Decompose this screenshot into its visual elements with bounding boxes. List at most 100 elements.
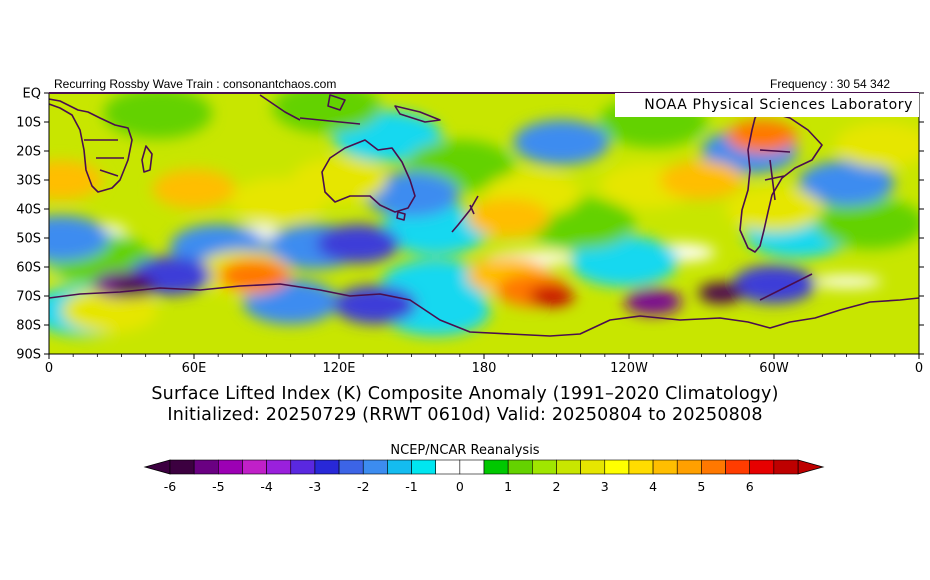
colorbar-swatch xyxy=(314,459,340,475)
anomaly-blob xyxy=(529,285,575,307)
colorbar-swatch xyxy=(242,459,267,475)
colorbar-tick-label: 0 xyxy=(456,479,464,494)
lab-label-box xyxy=(615,93,919,117)
colorbar-tick-label: -6 xyxy=(164,479,177,494)
figure-title-line1: Surface Lifted Index (K) Composite Anoma… xyxy=(151,384,779,404)
colorbar-swatch xyxy=(749,459,775,475)
anomaly-blob xyxy=(726,186,822,232)
anomaly-blob xyxy=(834,122,919,168)
coast-newguinea xyxy=(394,105,441,123)
anomaly-blob xyxy=(61,288,158,333)
y-tick-label: 90S xyxy=(16,348,41,363)
colorbar-title: NCEP/NCAR Reanalysis xyxy=(390,443,540,458)
colorbar-swatch xyxy=(725,459,750,475)
colorbar-tick-label: 3 xyxy=(601,479,609,494)
colorbar-swatch xyxy=(169,459,195,475)
coast-africa xyxy=(49,98,133,193)
colorbar-swatch xyxy=(701,459,726,475)
colorbar-tick-label: 4 xyxy=(649,479,657,494)
y-tick-label: 70S xyxy=(16,290,41,305)
anomaly-blob xyxy=(363,172,460,217)
coast-sumatra xyxy=(259,94,301,121)
colorbar-swatch xyxy=(676,459,702,475)
colorbar-tick-label: 2 xyxy=(552,479,560,494)
colorbar-swatch xyxy=(266,459,292,475)
colorbar: -6 -5 -4 -3 -2 -1 0 1 2 3 4 5 6 xyxy=(143,459,825,494)
x-axis: 0 60E 120E 180 120W 60W 0 xyxy=(45,354,923,376)
anomaly-blob xyxy=(698,282,744,304)
colorbar-swatch xyxy=(483,459,509,475)
y-tick-label: 60S xyxy=(16,261,41,276)
colorbar-swatch xyxy=(338,459,364,475)
coast-tasmania xyxy=(396,211,406,221)
anomaly-field xyxy=(49,93,919,336)
y-axis: EQ 10S 20S 30S 40S 50S 60S 70S 80S 90S xyxy=(16,87,924,363)
colorbar-swatch xyxy=(532,459,557,475)
colorbar-tick-label: -1 xyxy=(405,479,417,494)
figure-title-line2: Initialized: 20250729 (RRWT 0610d) Valid… xyxy=(167,405,763,425)
coast-madagascar xyxy=(141,145,153,173)
coast-antarctic-peninsula xyxy=(759,273,813,301)
anomaly-blob xyxy=(569,235,679,287)
y-tick-label: 20S xyxy=(16,145,41,160)
colorbar-swatch xyxy=(411,459,436,475)
anomaly-blob xyxy=(316,224,400,264)
colorbar-tick-label: 1 xyxy=(504,479,512,494)
anomaly-blob xyxy=(333,285,417,325)
x-tick-label: 120E xyxy=(322,361,355,376)
coast-new-zealand xyxy=(451,195,479,233)
credit-text: Recurring Rossby Wave Train : consonantc… xyxy=(54,77,337,91)
anomaly-blob xyxy=(103,93,213,139)
y-tick-label: EQ xyxy=(23,87,41,102)
y-tick-label: 80S xyxy=(16,319,41,334)
colorbar-tick-label: -2 xyxy=(357,479,369,494)
x-tick-label: 0 xyxy=(45,361,53,376)
colorbar-swatch xyxy=(435,459,461,475)
colorbar-swatch xyxy=(604,459,630,475)
x-tick-label: 0 xyxy=(915,361,923,376)
coast-africa-borders xyxy=(84,139,124,177)
anomaly-blob xyxy=(49,160,103,200)
anomaly-blob xyxy=(152,169,236,209)
anomaly-blob xyxy=(798,160,895,206)
coast-sa-borders xyxy=(759,149,791,201)
anomaly-blob xyxy=(272,93,382,133)
lab-label: NOAA Physical Sciences Laboratory xyxy=(644,97,913,113)
anomaly-blob xyxy=(513,119,610,165)
x-tick-label: 120W xyxy=(610,361,648,376)
coast-australia xyxy=(321,139,416,213)
neutral-patch xyxy=(811,275,882,288)
anomaly-blob xyxy=(111,276,156,298)
y-tick-label: 40S xyxy=(16,203,41,218)
colorbar-swatch xyxy=(580,459,606,475)
colorbar-right-arrow xyxy=(797,459,825,475)
colorbar-swatch xyxy=(193,459,219,475)
anomaly-blob xyxy=(726,120,798,153)
coast-borneo xyxy=(327,94,346,111)
anomaly-blob xyxy=(291,157,387,203)
anomaly-blob xyxy=(732,264,816,304)
anomaly-blob xyxy=(816,198,919,249)
colorbar-tick-label: -4 xyxy=(260,479,273,494)
colorbar-swatch xyxy=(362,459,388,475)
colorbar-swatch xyxy=(459,459,485,475)
colorbar-swatch xyxy=(556,459,581,475)
anomaly-blob xyxy=(624,288,682,316)
frequency-text: Frequency : 30 54 342 xyxy=(770,77,891,91)
anomaly-blob xyxy=(659,160,744,200)
x-tick-label: 180 xyxy=(472,361,497,376)
colorbar-swatch xyxy=(507,459,533,475)
map-area xyxy=(49,93,919,354)
x-tick-label: 60E xyxy=(182,361,207,376)
anomaly-blob xyxy=(49,215,110,261)
y-tick-label: 10S xyxy=(16,116,41,131)
colorbar-swatch xyxy=(773,459,799,475)
colorbar-swatch xyxy=(652,459,678,475)
colorbar-swatch xyxy=(387,459,412,475)
colorbar-swatch xyxy=(628,459,654,475)
colorbar-tick-label: 6 xyxy=(746,479,754,494)
coast-south-america xyxy=(739,109,823,253)
colorbar-tick-label: -5 xyxy=(212,479,224,494)
x-tick-label: 60W xyxy=(759,361,789,376)
